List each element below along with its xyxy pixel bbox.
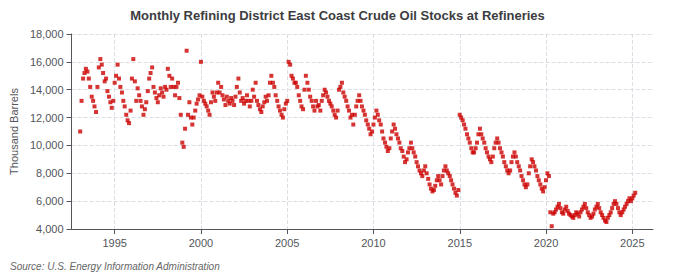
svg-text:2005: 2005	[275, 237, 299, 249]
svg-text:18,000: 18,000	[30, 28, 64, 40]
svg-text:Source: U.S. Energy Informatio: Source: U.S. Energy Information Administ…	[10, 261, 220, 272]
svg-text:8,000: 8,000	[36, 167, 64, 179]
svg-text:2010: 2010	[361, 237, 385, 249]
svg-text:Thousand Barrels: Thousand Barrels	[8, 88, 20, 175]
svg-text:6,000: 6,000	[36, 195, 64, 207]
svg-text:14,000: 14,000	[30, 84, 64, 96]
svg-text:Monthly Refining District East: Monthly Refining District East Coast Cru…	[130, 8, 545, 23]
svg-text:1995: 1995	[102, 237, 126, 249]
svg-text:2020: 2020	[534, 237, 558, 249]
svg-text:2025: 2025	[620, 237, 644, 249]
svg-text:4,000: 4,000	[36, 223, 64, 235]
svg-text:12,000: 12,000	[30, 112, 64, 124]
svg-text:16,000: 16,000	[30, 56, 64, 68]
svg-text:2000: 2000	[189, 237, 213, 249]
svg-text:10,000: 10,000	[30, 139, 64, 151]
svg-text:2015: 2015	[448, 237, 472, 249]
